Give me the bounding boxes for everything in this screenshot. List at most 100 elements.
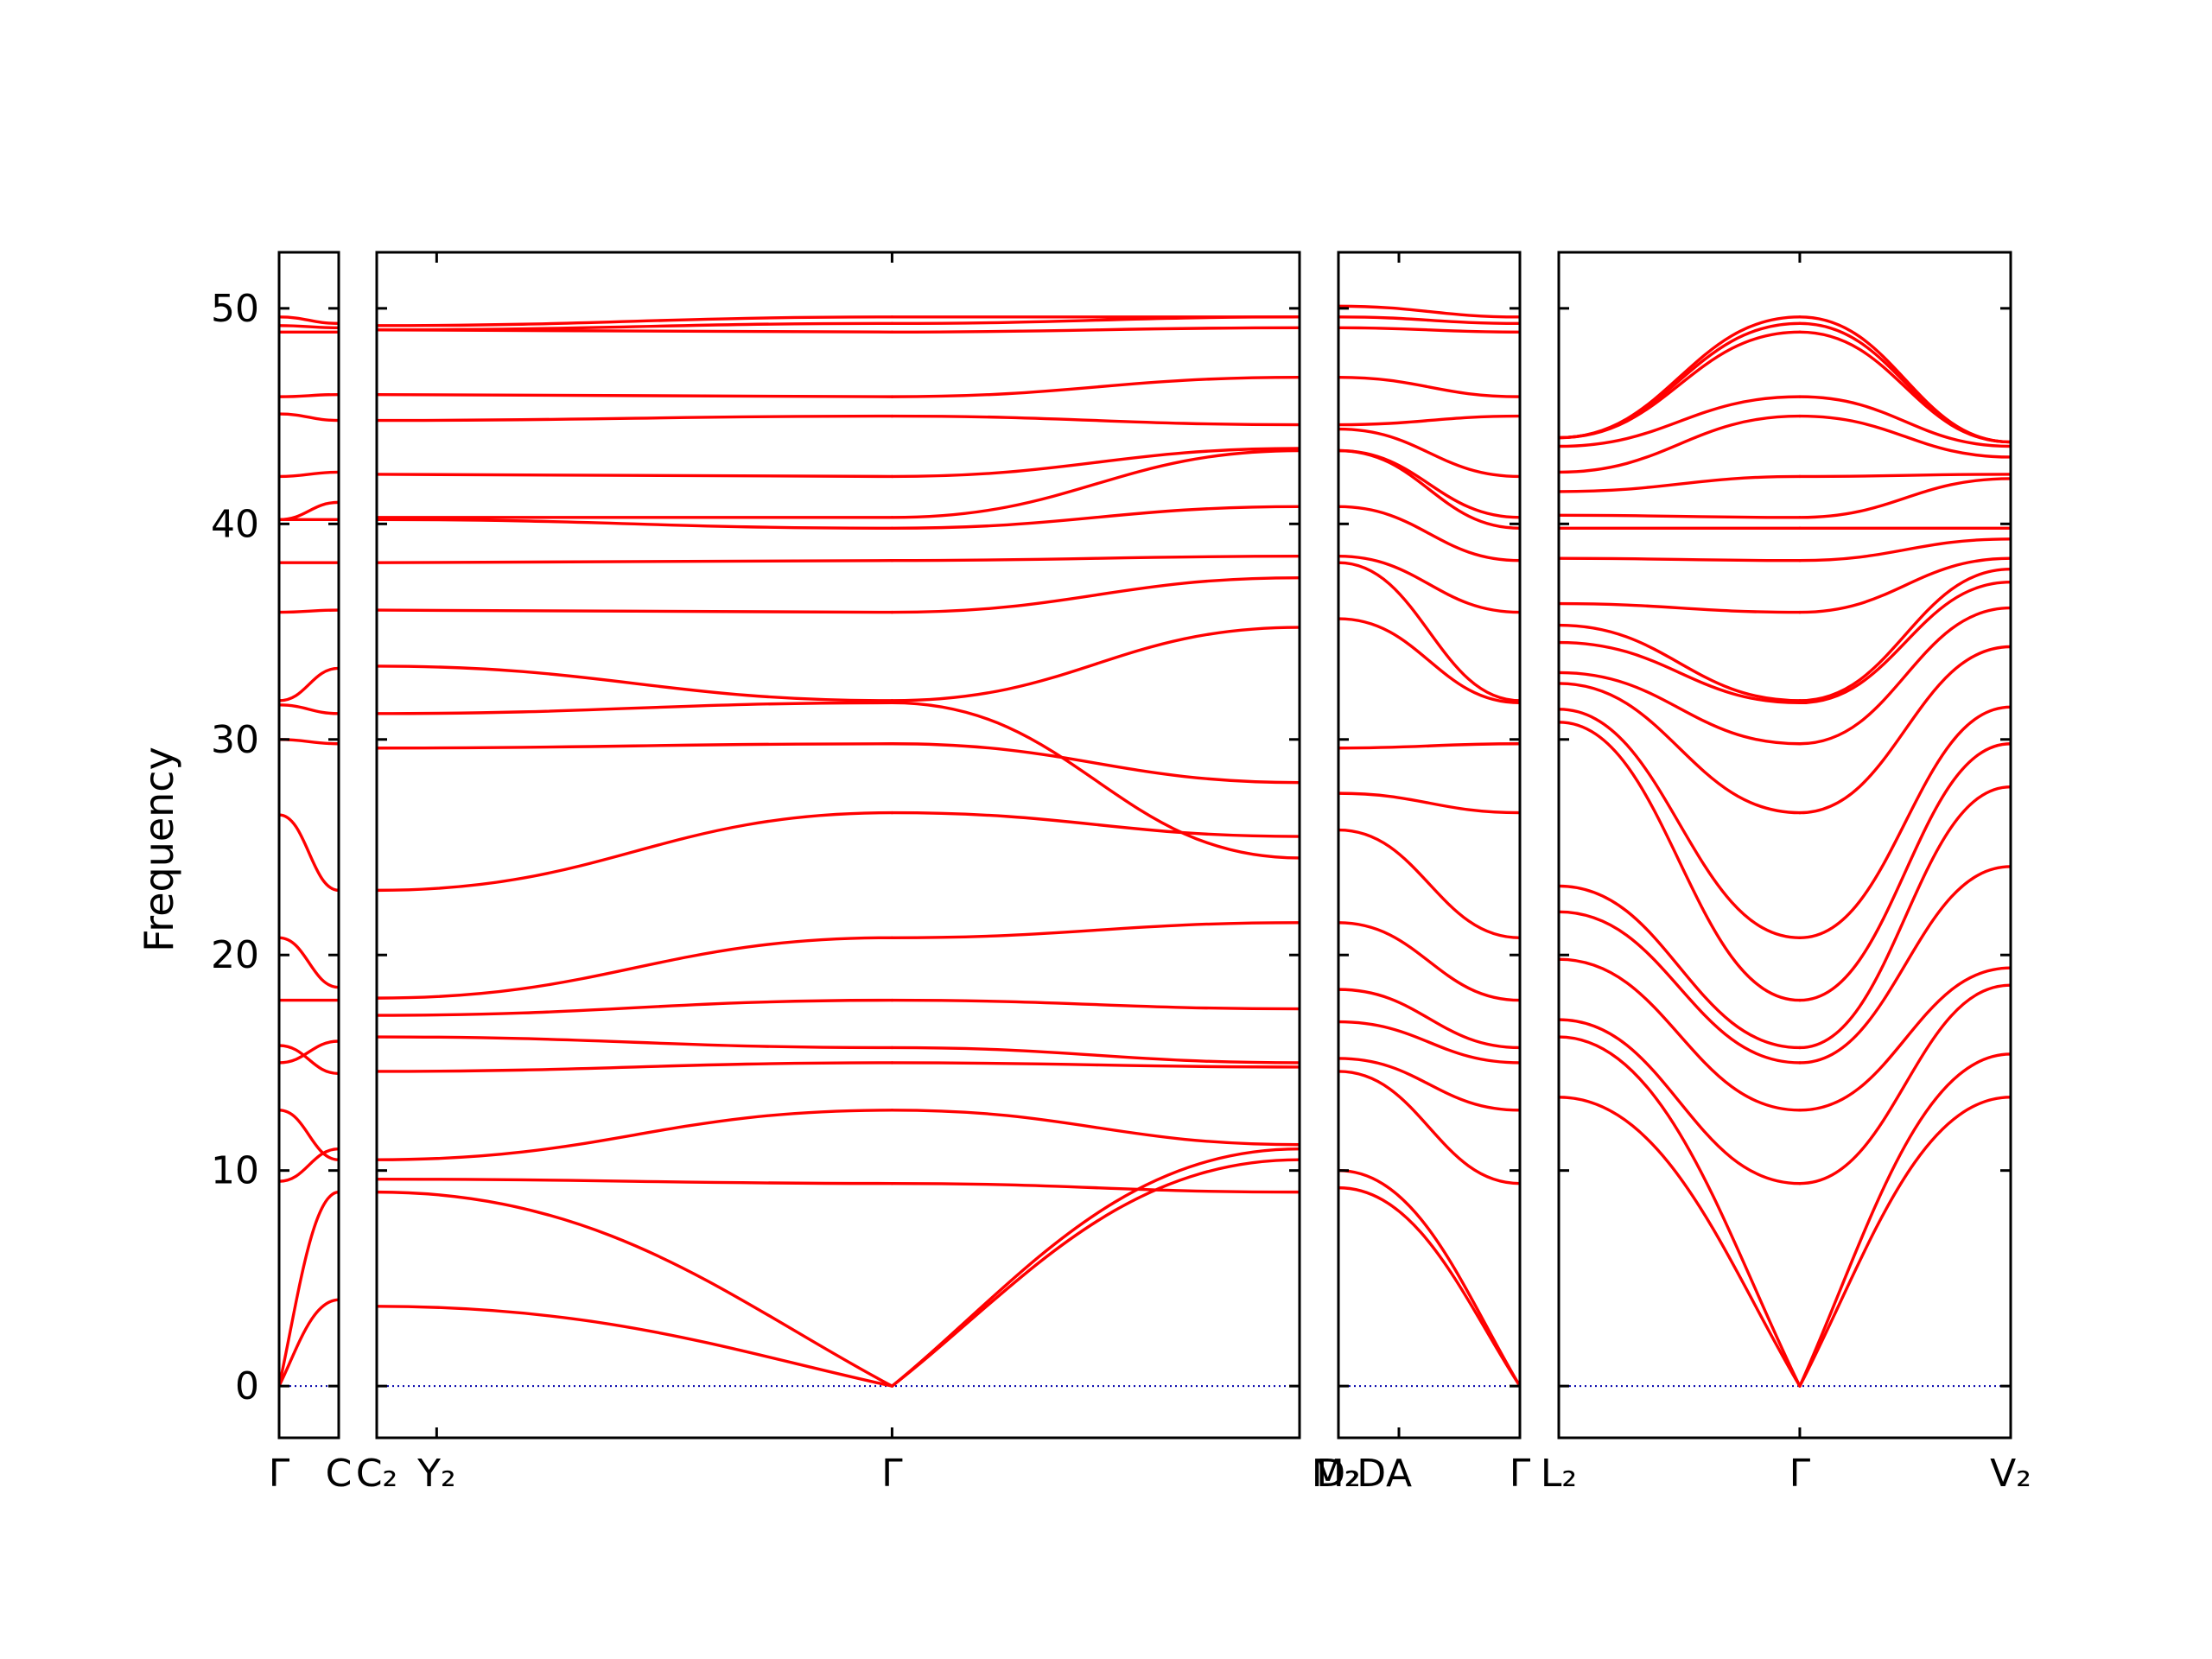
- band-line: [1338, 304, 1520, 319]
- band-line: [377, 1061, 894, 1073]
- band-line: [1338, 1168, 1520, 1388]
- panel-frame: [375, 251, 1301, 1440]
- band-line: [279, 666, 339, 702]
- band-line: [377, 392, 894, 398]
- band-line: [1798, 567, 2011, 702]
- band-line: [1798, 742, 2011, 1002]
- band-line: [279, 315, 339, 326]
- band-line: [1798, 477, 2011, 519]
- band-line: [890, 626, 1300, 702]
- band-line: [1559, 623, 1802, 702]
- band-line: [377, 1177, 894, 1185]
- x-tick-label: C₂: [356, 1452, 397, 1496]
- band-line: [1798, 645, 2011, 815]
- x-tick-label: D: [1357, 1452, 1386, 1496]
- band-line: [1338, 1020, 1520, 1065]
- y-axis-title: Frequency: [136, 747, 182, 952]
- band-line: [1559, 601, 1802, 614]
- band-line: [1338, 414, 1520, 427]
- band-line: [1798, 785, 2011, 1050]
- y-tick-label: 20: [211, 933, 259, 977]
- band-line: [1338, 448, 1520, 531]
- band-line: [279, 936, 339, 989]
- band-line: [377, 559, 894, 564]
- band-line: [377, 1035, 894, 1050]
- band-lines: [279, 315, 339, 1388]
- band-line: [1338, 427, 1520, 479]
- band-line: [1338, 742, 1520, 750]
- band-line: [890, 742, 1300, 785]
- y-tick-label: 0: [235, 1364, 259, 1408]
- panel-frame: [1337, 251, 1522, 1440]
- x-tick-label: Γ: [1510, 1452, 1531, 1496]
- band-line: [279, 1298, 339, 1388]
- band-line: [890, 447, 1300, 479]
- band-line: [1798, 556, 2011, 614]
- band-line: [1798, 1096, 2011, 1388]
- band-line: [890, 414, 1300, 427]
- band-line: [279, 470, 339, 479]
- band-line: [1338, 1057, 1520, 1112]
- y-tick-label: 10: [211, 1149, 259, 1193]
- panel-3: D₂ A Γ: [1316, 251, 1531, 1496]
- band-lines: [377, 315, 1300, 1388]
- band-line: [377, 608, 894, 614]
- panel-4: L₂ Γ V₂: [1541, 251, 2031, 1496]
- y-axis: 0 10 20 30 40 50: [211, 287, 259, 1408]
- x-tick-label: Γ: [269, 1452, 290, 1496]
- band-line: [1338, 375, 1520, 398]
- band-lines: [1559, 315, 2011, 1388]
- band-line: [1559, 671, 1802, 746]
- band-line: [1559, 1035, 1802, 1388]
- band-line: [279, 813, 339, 893]
- band-line: [279, 324, 339, 330]
- band-line: [1798, 705, 2011, 939]
- band-line: [1338, 791, 1520, 815]
- band-line: [1798, 983, 2011, 1185]
- band-line: [1338, 1185, 1520, 1388]
- band-line: [890, 1046, 1300, 1065]
- band-line: [1559, 1018, 1802, 1185]
- y-tick-label: 30: [211, 718, 259, 762]
- panel-frame: [277, 251, 340, 1440]
- band-line: [890, 1109, 1300, 1147]
- band-line: [377, 664, 894, 702]
- band-line: [890, 701, 1300, 860]
- x-tick-label: V₂: [1990, 1452, 2031, 1496]
- band-line: [279, 1044, 339, 1076]
- band-line: [377, 810, 894, 893]
- panel-2: C₂ Y₂ Γ M₂D: [356, 251, 1386, 1496]
- band-line: [377, 315, 894, 327]
- band-line: [1338, 828, 1520, 939]
- band-line: [890, 575, 1300, 614]
- band-line: [279, 1190, 339, 1388]
- band-line: [377, 518, 894, 531]
- x-tick-label: Y₂: [416, 1452, 456, 1496]
- band-line: [1338, 988, 1520, 1050]
- band-line: [1338, 315, 1520, 326]
- band-line: [1798, 321, 2011, 444]
- band-line: [1798, 966, 2011, 1112]
- band-line: [1559, 910, 1802, 1065]
- band-line: [1338, 617, 1520, 705]
- band-line: [1559, 556, 1802, 563]
- band-line: [1559, 884, 1802, 1050]
- band-line: [1559, 721, 1802, 1002]
- band-line: [279, 392, 339, 398]
- band-line: [279, 608, 339, 614]
- band-line: [1559, 1096, 1802, 1388]
- band-line: [1338, 555, 1520, 614]
- band-line: [890, 921, 1300, 939]
- band-line: [377, 936, 894, 1000]
- band-line: [377, 414, 894, 423]
- band-line: [279, 500, 339, 522]
- band-line: [1798, 606, 2011, 746]
- band-line: [1338, 1070, 1520, 1185]
- x-tick-label: Γ: [881, 1452, 903, 1496]
- x-tick-label: D₂: [1316, 1452, 1361, 1496]
- panel-frame: [1557, 251, 2012, 1440]
- x-tick-label: C: [326, 1452, 353, 1496]
